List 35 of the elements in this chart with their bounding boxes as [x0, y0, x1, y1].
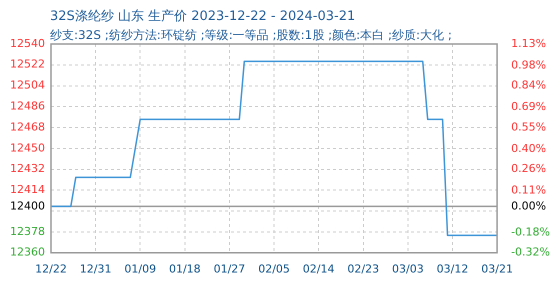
y-tick-label: 12378	[10, 224, 45, 238]
x-tick-label: 02/23	[347, 262, 380, 276]
y-tick-label: 12414	[10, 183, 45, 196]
y2-tick-label: 0.55%	[511, 120, 546, 134]
chart-subtitle: 纱支:32S ;纺纱方法:环锭纺 ;等级:一等品 ;股数:1股 ;颜色:本白 ;纱质:大化 ;	[50, 27, 452, 44]
y2-tick-label: -0.32%	[511, 246, 550, 259]
x-tick-label: 03/12	[436, 262, 468, 276]
x-tick-label: 01/09	[124, 262, 156, 276]
y-tick-label: 12360	[10, 246, 45, 259]
y-tick-label: 12432	[10, 162, 45, 176]
y2-tick-label: 1.13%	[511, 36, 546, 50]
chart-title: 32S涤纶纱 山东 生产价 2023-12-22 - 2024-03-21	[50, 8, 356, 25]
x-tick-label: 01/18	[168, 262, 201, 276]
y2-tick-label: 0.98%	[511, 58, 546, 72]
y2-tick-label: 0.11%	[511, 184, 546, 197]
x-tick-label: 12/22	[35, 262, 67, 276]
y-tick-label: 12486	[10, 100, 45, 112]
x-tick-label: 01/27	[214, 262, 246, 276]
x-tick-label: 03/03	[392, 262, 424, 276]
y2-tick-label: 0.26%	[511, 162, 546, 176]
y-tick-label: 12450	[10, 141, 45, 154]
x-tick-label: 12/31	[80, 262, 112, 276]
y2-tick-label: -0.18%	[511, 226, 550, 238]
y2-tick-label: 0.00%	[511, 200, 546, 213]
y2-tick-label: 0.69%	[511, 100, 546, 114]
y-tick-label: 12540	[10, 36, 45, 50]
y-tick-label: 12504	[10, 78, 45, 92]
y-tick-label: 12522	[10, 58, 45, 71]
x-tick-label: 03/21	[481, 262, 513, 276]
y2-tick-label: 0.84%	[511, 78, 546, 92]
x-tick-label: 02/14	[302, 262, 334, 276]
x-tick-label: 02/05	[258, 262, 290, 276]
y-tick-label: 12400	[10, 199, 45, 212]
y-tick-label: 12468	[10, 120, 45, 134]
y2-tick-label: 0.40%	[511, 142, 546, 155]
